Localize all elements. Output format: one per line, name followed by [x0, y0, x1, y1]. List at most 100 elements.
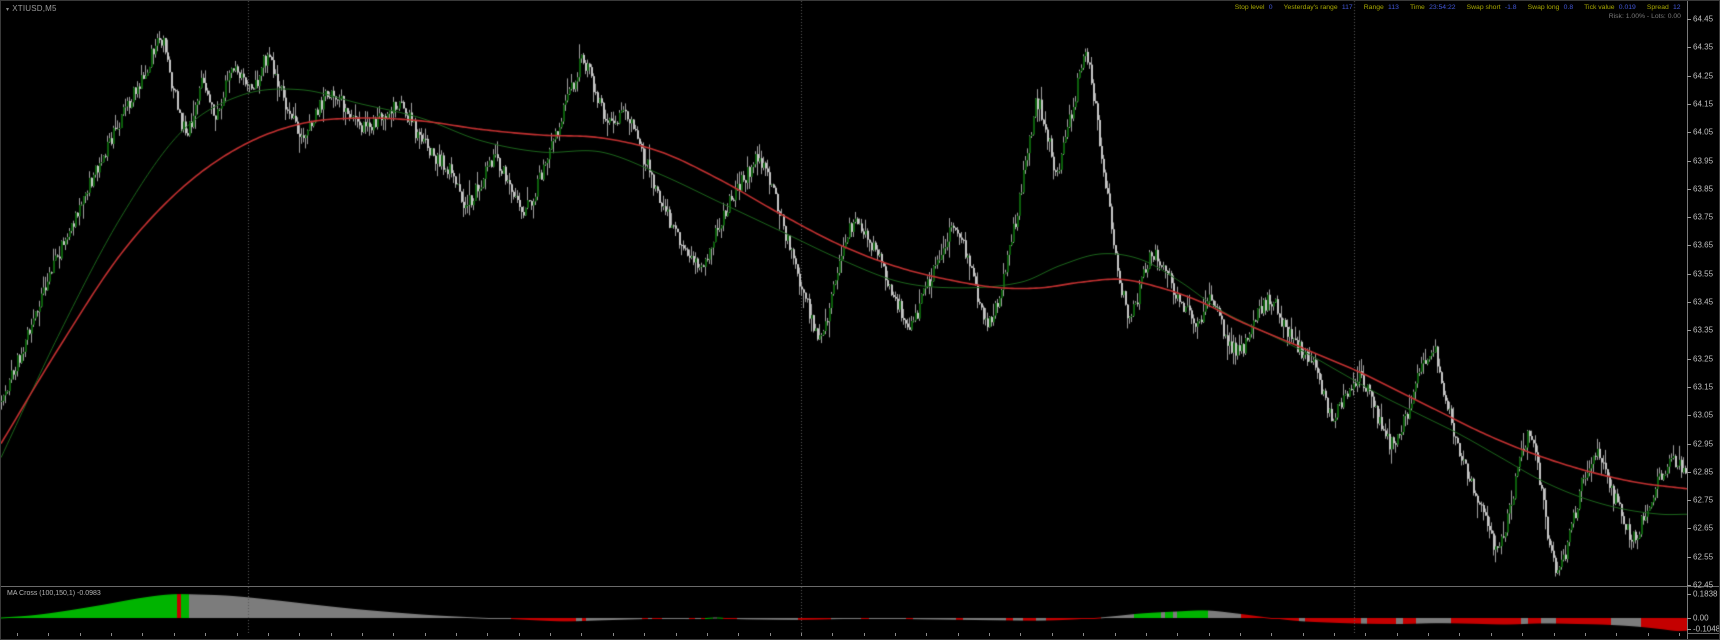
- indicator-axis-tick: [1687, 594, 1691, 595]
- indicator-axis-label: 0.00: [1693, 614, 1709, 623]
- price-axis-tick: [1687, 444, 1691, 445]
- time-axis-tick: [1271, 633, 1272, 636]
- info-bar: Stop level0Yesterday's range117Range113T…: [1224, 3, 1681, 11]
- time-axis-tick: [111, 633, 112, 636]
- time-axis-tick: [613, 633, 614, 636]
- info-item-value: 12: [1673, 3, 1681, 11]
- price-axis-label: 62.65: [1693, 524, 1713, 533]
- price-axis-label: 63.75: [1693, 213, 1713, 222]
- time-axis-tick: [1209, 633, 1210, 636]
- time-axis-tick: [989, 633, 990, 636]
- mt4-chart-window: ▾XTIUSD,M5 Stop level0Yesterday's range1…: [0, 0, 1720, 640]
- price-axis-tick: [1687, 274, 1691, 275]
- symbol-text: XTIUSD,M5: [12, 4, 56, 13]
- info-item-value: 113: [1388, 3, 1399, 11]
- time-axis-tick: [1679, 633, 1680, 636]
- time-axis-tick: [80, 633, 81, 636]
- indicator-canvas[interactable]: [1, 587, 1687, 633]
- price-axis-label: 63.65: [1693, 241, 1713, 250]
- time-axis-tick: [456, 633, 457, 636]
- time-axis-tick: [1334, 633, 1335, 636]
- price-axis-tick: [1687, 189, 1691, 190]
- info-item-value: 0.8: [1564, 3, 1573, 11]
- time-axis-tick: [676, 633, 677, 636]
- time-axis-tick: [1365, 633, 1366, 636]
- time-axis-tick: [1397, 633, 1398, 636]
- price-axis-label: 64.35: [1693, 43, 1713, 52]
- time-axis-tick: [268, 633, 269, 636]
- time-axis-tick: [581, 633, 582, 636]
- time-axis-tick: [519, 633, 520, 636]
- time-axis-tick: [1428, 633, 1429, 636]
- time-axis-tick: [1146, 633, 1147, 636]
- price-axis-tick: [1687, 585, 1691, 586]
- price-axis-tick: [1687, 19, 1691, 20]
- price-axis-label: 62.45: [1693, 581, 1713, 590]
- price-axis-tick: [1687, 528, 1691, 529]
- time-axis-tick: [1303, 633, 1304, 636]
- price-axis-tick: [1687, 557, 1691, 558]
- price-axis-tick: [1687, 387, 1691, 388]
- time-axis-tick: [205, 633, 206, 636]
- price-axis-label: 63.25: [1693, 354, 1713, 363]
- info-item-label: Swap short: [1467, 3, 1501, 11]
- info-item-value: 23:54:22: [1429, 3, 1455, 11]
- info-item-label: Swap long: [1528, 3, 1560, 11]
- time-axis-tick: [1554, 633, 1555, 636]
- time-axis[interactable]: 16 Sep 202516 Sep 15:1016 Sep 16:3016 Se…: [1, 633, 1687, 640]
- time-axis-tick: [1177, 633, 1178, 636]
- time-axis-tick: [393, 633, 394, 636]
- time-axis-tick: [864, 633, 865, 636]
- time-axis-tick: [832, 633, 833, 636]
- price-axis-label: 63.15: [1693, 382, 1713, 391]
- time-axis-tick: [237, 633, 238, 636]
- time-axis-tick: [738, 633, 739, 636]
- price-axis-tick: [1687, 217, 1691, 218]
- price-axis-label: 62.55: [1693, 552, 1713, 561]
- time-axis-tick: [17, 633, 18, 636]
- indicator-axis-label: 0.1838: [1693, 590, 1717, 599]
- price-axis-tick: [1687, 472, 1691, 473]
- time-axis-tick: [1522, 633, 1523, 636]
- time-axis-tick: [1083, 633, 1084, 636]
- price-axis-label: 64.25: [1693, 71, 1713, 80]
- time-axis-tick: [362, 633, 363, 636]
- time-axis-tick: [801, 633, 802, 636]
- info-item-label: Spread: [1647, 3, 1669, 11]
- price-axis-border: [1687, 1, 1688, 640]
- price-axis-tick: [1687, 47, 1691, 48]
- time-axis-tick: [644, 633, 645, 636]
- price-axis-label: 62.95: [1693, 439, 1713, 448]
- time-axis-tick: [550, 633, 551, 636]
- price-axis-tick: [1687, 76, 1691, 77]
- info-item-value: -1.8: [1505, 3, 1517, 11]
- risk-lots-label: Risk: 1.00% - Lots: 0.00: [1609, 12, 1681, 20]
- info-item-value: 0: [1269, 3, 1273, 11]
- time-axis-tick: [174, 633, 175, 636]
- price-chart-canvas[interactable]: [1, 1, 1687, 586]
- time-axis-tick: [707, 633, 708, 636]
- time-axis-tick: [895, 633, 896, 636]
- time-axis-tick: [48, 633, 49, 636]
- price-axis-label: 62.75: [1693, 496, 1713, 505]
- time-axis-tick: [1459, 633, 1460, 636]
- time-axis-tick: [1115, 633, 1116, 636]
- price-axis-tick: [1687, 245, 1691, 246]
- info-item-label: Yesterday's range: [1284, 3, 1338, 11]
- indicator-axis-label: -0.1048: [1693, 625, 1720, 634]
- price-axis-tick: [1687, 500, 1691, 501]
- time-axis-tick: [1585, 633, 1586, 636]
- time-axis-tick: [142, 633, 143, 636]
- chart-marker-icon: ▾: [6, 7, 9, 13]
- time-axis-tick: [425, 633, 426, 636]
- time-axis-tick: [770, 633, 771, 636]
- price-axis-tick: [1687, 132, 1691, 133]
- info-item-label: Time: [1410, 3, 1425, 11]
- price-axis-tick: [1687, 302, 1691, 303]
- time-axis-tick: [958, 633, 959, 636]
- price-axis-tick: [1687, 359, 1691, 360]
- time-axis-tick: [1052, 633, 1053, 636]
- time-axis-tick: [926, 633, 927, 636]
- symbol-label: ▾XTIUSD,M5: [6, 4, 57, 13]
- price-axis-label: 63.55: [1693, 269, 1713, 278]
